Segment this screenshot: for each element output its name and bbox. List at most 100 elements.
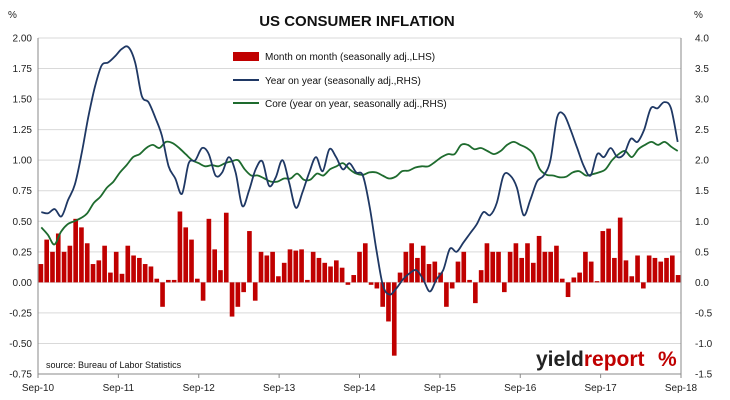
y-left-tick-label: 0.00	[13, 278, 33, 289]
mom-bar	[652, 257, 658, 283]
mom-bar	[131, 255, 136, 283]
x-tick-label: Sep-16	[504, 383, 537, 394]
mom-bar	[299, 249, 304, 283]
mom-bar	[38, 264, 44, 283]
y-left-tick-label: 1.50	[13, 95, 33, 106]
mom-bar	[206, 218, 212, 283]
y-left-tick-label: 0.50	[13, 217, 33, 228]
y-right-tick-label: -1.0	[695, 339, 713, 350]
mom-bar	[160, 282, 165, 307]
y-right-tick-label: 2.5	[695, 125, 709, 136]
mom-bar	[623, 260, 629, 283]
mom-bar	[594, 281, 600, 283]
mom-bar	[119, 273, 125, 283]
mom-bar	[409, 243, 414, 283]
mom-bar	[530, 262, 536, 283]
y-right-tick-label: 3.0	[695, 95, 709, 106]
core-line	[40, 140, 679, 246]
y-left-tick-label: 0.75	[13, 186, 33, 197]
mom-bar	[571, 277, 577, 283]
mom-bar	[449, 282, 455, 289]
mom-bar	[218, 270, 223, 283]
legend-swatch-mom	[233, 52, 259, 61]
mom-bar	[252, 282, 258, 301]
bar-series	[38, 211, 681, 356]
mom-bar	[264, 255, 270, 283]
mom-bar	[61, 251, 67, 283]
x-tick-label: Sep-15	[424, 383, 457, 394]
mom-bar	[554, 245, 559, 283]
mom-bar	[345, 282, 351, 285]
mom-bar	[305, 279, 310, 283]
mom-bar	[84, 243, 90, 283]
mom-bar	[183, 227, 189, 283]
mom-bar	[102, 245, 107, 283]
mom-bar	[606, 228, 611, 283]
mom-bar	[258, 251, 264, 283]
y-left-tick-label: -0.75	[9, 370, 32, 381]
mom-bar	[496, 251, 501, 283]
mom-bar	[50, 251, 55, 283]
mom-bar	[79, 227, 84, 283]
y-right-tick-label: 1.5	[695, 186, 709, 197]
mom-bar	[536, 235, 542, 283]
mom-bar	[142, 264, 148, 283]
mom-bar	[438, 272, 443, 283]
x-tick-label: Sep-14	[343, 383, 376, 394]
mom-bar	[600, 231, 606, 283]
y-left-tick-label: 2.00	[13, 34, 33, 45]
mom-bar	[617, 217, 623, 283]
mom-bar	[357, 251, 362, 283]
mom-bar	[108, 272, 113, 283]
mom-bar	[310, 251, 316, 283]
mom-bar	[125, 245, 131, 283]
mom-bar	[542, 251, 548, 283]
mom-bar	[548, 251, 553, 283]
mom-bar	[669, 255, 675, 283]
grid	[38, 37, 681, 375]
mom-bar	[525, 243, 530, 283]
mom-bar	[380, 282, 385, 307]
y-left-tick-label: 1.25	[13, 125, 33, 136]
mom-bar	[397, 272, 403, 283]
mom-bar	[386, 282, 391, 322]
y-right-tick-label: 0.5	[695, 247, 709, 258]
mom-bar	[502, 282, 507, 293]
mom-bar	[200, 282, 206, 301]
mom-bar	[403, 251, 409, 283]
mom-bar	[368, 282, 374, 285]
yieldreport-logo: yieldreport %	[536, 348, 677, 371]
x-tick-label: Sep-13	[263, 383, 296, 394]
x-tick-label: Sep-12	[183, 383, 216, 394]
left-axis-unit: %	[8, 10, 17, 21]
mom-bar	[270, 251, 275, 283]
mom-bar	[629, 276, 635, 283]
legend-label-core: Core (year on year, seasonally adj.,RHS)	[265, 99, 447, 110]
mom-bar	[281, 262, 287, 283]
mom-bar	[113, 251, 119, 283]
mom-bar	[96, 260, 102, 283]
mom-bar	[374, 282, 380, 289]
mom-bar	[444, 282, 449, 307]
mom-bar	[287, 249, 293, 283]
mom-bar	[247, 231, 252, 283]
mom-bar	[432, 261, 438, 283]
mom-bar	[484, 243, 490, 283]
legend-label-mom: Month on month (seasonally adj.,LHS)	[265, 52, 435, 63]
y-left-tick-label: -0.50	[9, 339, 32, 350]
mom-bar	[73, 218, 78, 283]
y-right-tick-label: 2.0	[695, 156, 709, 167]
x-tick-label: Sep-11	[103, 383, 135, 394]
y-right-tick-label: -0.5	[695, 308, 713, 319]
x-tick-label: Sep-10	[22, 383, 55, 394]
mom-bar	[478, 270, 484, 283]
mom-bar	[588, 261, 594, 283]
legend-label-yoy: Year on year (seasonally adj.,RHS)	[265, 76, 421, 87]
mom-bar	[223, 212, 229, 283]
mom-bar	[90, 264, 96, 283]
mom-bar	[137, 257, 142, 283]
logo-percent-icon: %	[658, 348, 677, 371]
mom-bar	[322, 262, 328, 283]
mom-bar	[339, 267, 345, 283]
mom-bar	[67, 245, 73, 283]
